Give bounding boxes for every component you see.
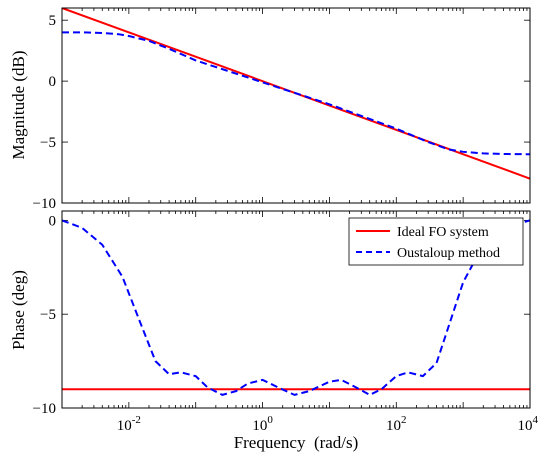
magnitude-ytick-label: −5 xyxy=(40,135,56,151)
phase-axes-box xyxy=(61,210,531,409)
frequency-tick-label: 102 xyxy=(386,414,407,434)
frequency-tick-label: 10-2 xyxy=(117,414,141,434)
magnitude-axes-box xyxy=(61,7,531,204)
magnitude-ytick-label: 0 xyxy=(49,74,57,90)
frequency-tick-label: 100 xyxy=(252,414,273,434)
frequency-tick-label: 104 xyxy=(518,414,539,434)
phase-axis-label: Phase (deg) xyxy=(9,270,28,350)
magnitude-series xyxy=(62,8,530,180)
magnitude-panel: 5 0 −5 −10 Magnitude (dB) xyxy=(9,7,531,212)
phase-xtick-labels: 10-2 100 102 104 xyxy=(117,414,539,434)
phase-ytick-label: 0 xyxy=(49,213,57,229)
phase-ytick-labels: 0 −5 −10 xyxy=(33,213,56,417)
phase-line-oustaloup xyxy=(62,219,530,396)
phase-panel: 0 −5 −10 10-2 100 102 104 Phase (deg) Frequen… xyxy=(9,210,539,452)
phase-ytick-label: −5 xyxy=(40,307,56,323)
legend-box xyxy=(348,217,524,266)
phase-series xyxy=(62,219,530,396)
magnitude-ytick-label: 5 xyxy=(49,13,57,29)
legend: Ideal FO system Oustaloup method xyxy=(348,217,524,266)
magnitude-ytick-label: −10 xyxy=(33,196,56,212)
phase-ytick-label: −10 xyxy=(33,401,56,417)
frequency-axis-label: Frequency (rad/s) xyxy=(234,433,359,452)
magnitude-line-oustaloup xyxy=(62,31,530,156)
magnitude-axis-label: Magnitude (dB) xyxy=(9,50,28,159)
legend-label-oustaloup: Oustaloup method xyxy=(397,246,500,261)
legend-label-ideal: Ideal FO system xyxy=(397,225,489,240)
magnitude-ytick-labels: 5 0 −5 −10 xyxy=(33,13,56,212)
